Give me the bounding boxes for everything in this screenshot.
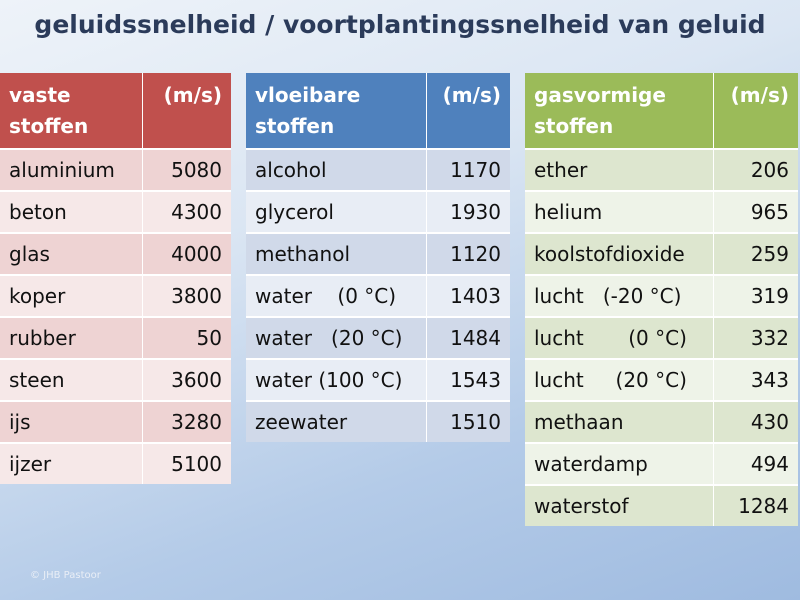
speed-value: 1484 bbox=[426, 316, 510, 359]
table-row: alcohol 1170 bbox=[246, 148, 510, 191]
table-row: helium 965 bbox=[525, 190, 798, 233]
speed-value: 1543 bbox=[426, 358, 510, 401]
substance-name: waterstof bbox=[525, 484, 714, 526]
substance-name: alcohol bbox=[246, 148, 427, 191]
unit-header: (m/s) bbox=[142, 73, 231, 149]
substance-name: koper bbox=[0, 274, 144, 317]
speed-value: 430 bbox=[713, 400, 798, 443]
speed-value: 3280 bbox=[142, 400, 231, 443]
substance-name: methaan bbox=[525, 400, 714, 443]
speed-value: 494 bbox=[713, 442, 798, 485]
speed-value: 1930 bbox=[426, 190, 510, 233]
speed-value: 206 bbox=[713, 148, 798, 191]
table-row: ijs 3280 bbox=[0, 400, 231, 443]
substance-name: zeewater bbox=[246, 400, 427, 442]
gases-header-line2: stoffen bbox=[534, 114, 614, 138]
table-row: glycerol 1930 bbox=[246, 190, 510, 233]
table-row: ether 206 bbox=[525, 148, 798, 191]
solids-header-line1: vaste bbox=[9, 83, 71, 107]
table-row: lucht (20 °C) 343 bbox=[525, 358, 798, 401]
gases-header-line1: gasvormige bbox=[534, 83, 666, 107]
table-row: waterdamp 494 bbox=[525, 442, 798, 485]
table-row: methaan 430 bbox=[525, 400, 798, 443]
substance-name: helium bbox=[525, 190, 714, 233]
speed-value: 332 bbox=[713, 316, 798, 359]
speed-value: 1510 bbox=[426, 400, 510, 442]
substance-name: lucht (20 °C) bbox=[525, 358, 714, 401]
speed-value: 3800 bbox=[142, 274, 231, 317]
liquids-header-line2: stoffen bbox=[255, 114, 335, 138]
table-row: ijzer 5100 bbox=[0, 442, 231, 484]
substance-name: water (20 °C) bbox=[246, 316, 427, 359]
substance-name: lucht (0 °C) bbox=[525, 316, 714, 359]
speed-value: 50 bbox=[142, 316, 231, 359]
speed-value: 1284 bbox=[713, 484, 798, 526]
speed-value: 1170 bbox=[426, 148, 510, 191]
table-row: zeewater 1510 bbox=[246, 400, 510, 442]
gases-table: gasvormige stoffen (m/s) ether 206 helium 96… bbox=[525, 73, 798, 526]
table-row: water (100 °C) 1543 bbox=[246, 358, 510, 401]
substance-name: ijzer bbox=[0, 442, 144, 484]
speed-value: 4300 bbox=[142, 190, 231, 233]
table-row: methanol 1120 bbox=[246, 232, 510, 275]
table-header-row: gasvormige stoffen (m/s) bbox=[525, 73, 798, 149]
speed-value: 3600 bbox=[142, 358, 231, 401]
substance-name: water (0 °C) bbox=[246, 274, 427, 317]
gases-header: gasvormige stoffen bbox=[525, 73, 714, 149]
liquids-table: vloeibare stoffen (m/s) alcohol 1170 glycer… bbox=[246, 73, 510, 442]
substance-name: waterdamp bbox=[525, 442, 714, 485]
speed-value: 1120 bbox=[426, 232, 510, 275]
speed-value: 319 bbox=[713, 274, 798, 317]
substance-name: koolstofdioxide bbox=[525, 232, 714, 275]
solids-header-line2: stoffen bbox=[9, 114, 89, 138]
liquids-header: vloeibare stoffen bbox=[246, 73, 427, 149]
speed-value: 5080 bbox=[142, 148, 231, 191]
table-row: beton 4300 bbox=[0, 190, 231, 233]
speed-value: 1403 bbox=[426, 274, 510, 317]
copyright-notice: © JHB Pastoor bbox=[30, 570, 101, 581]
solids-table: vaste stoffen (m/s) aluminium 5080 beton 430… bbox=[0, 73, 231, 484]
substance-name: methanol bbox=[246, 232, 427, 275]
substance-name: ether bbox=[525, 148, 714, 191]
table-row: lucht (0 °C) 332 bbox=[525, 316, 798, 359]
speed-value: 4000 bbox=[142, 232, 231, 275]
table-row: koolstofdioxide 259 bbox=[525, 232, 798, 275]
substance-name: aluminium bbox=[0, 148, 144, 191]
unit-header: (m/s) bbox=[713, 73, 798, 149]
substance-name: rubber bbox=[0, 316, 144, 359]
table-row: lucht (-20 °C) 319 bbox=[525, 274, 798, 317]
speed-value: 343 bbox=[713, 358, 798, 401]
table-row: water (20 °C) 1484 bbox=[246, 316, 510, 359]
table-header-row: vloeibare stoffen (m/s) bbox=[246, 73, 510, 149]
page-title: geluidssnelheid / voortplantingssnelheid… bbox=[34, 10, 766, 39]
substance-name: glas bbox=[0, 232, 144, 275]
table-row: water (0 °C) 1403 bbox=[246, 274, 510, 317]
solids-header: vaste stoffen bbox=[0, 73, 144, 149]
table-row: steen 3600 bbox=[0, 358, 231, 401]
substance-name: water (100 °C) bbox=[246, 358, 427, 401]
table-header-row: vaste stoffen (m/s) bbox=[0, 73, 231, 149]
table-row: koper 3800 bbox=[0, 274, 231, 317]
table-row: aluminium 5080 bbox=[0, 148, 231, 191]
speed-value: 259 bbox=[713, 232, 798, 275]
liquids-header-line1: vloeibare bbox=[255, 83, 361, 107]
speed-value: 5100 bbox=[142, 442, 231, 484]
unit-header: (m/s) bbox=[426, 73, 510, 149]
table-row: rubber 50 bbox=[0, 316, 231, 359]
substance-name: beton bbox=[0, 190, 144, 233]
table-row: glas 4000 bbox=[0, 232, 231, 275]
substance-name: lucht (-20 °C) bbox=[525, 274, 714, 317]
substance-name: ijs bbox=[0, 400, 144, 443]
speed-value: 965 bbox=[713, 190, 798, 233]
substance-name: steen bbox=[0, 358, 144, 401]
substance-name: glycerol bbox=[246, 190, 427, 233]
table-row: waterstof 1284 bbox=[525, 484, 798, 526]
